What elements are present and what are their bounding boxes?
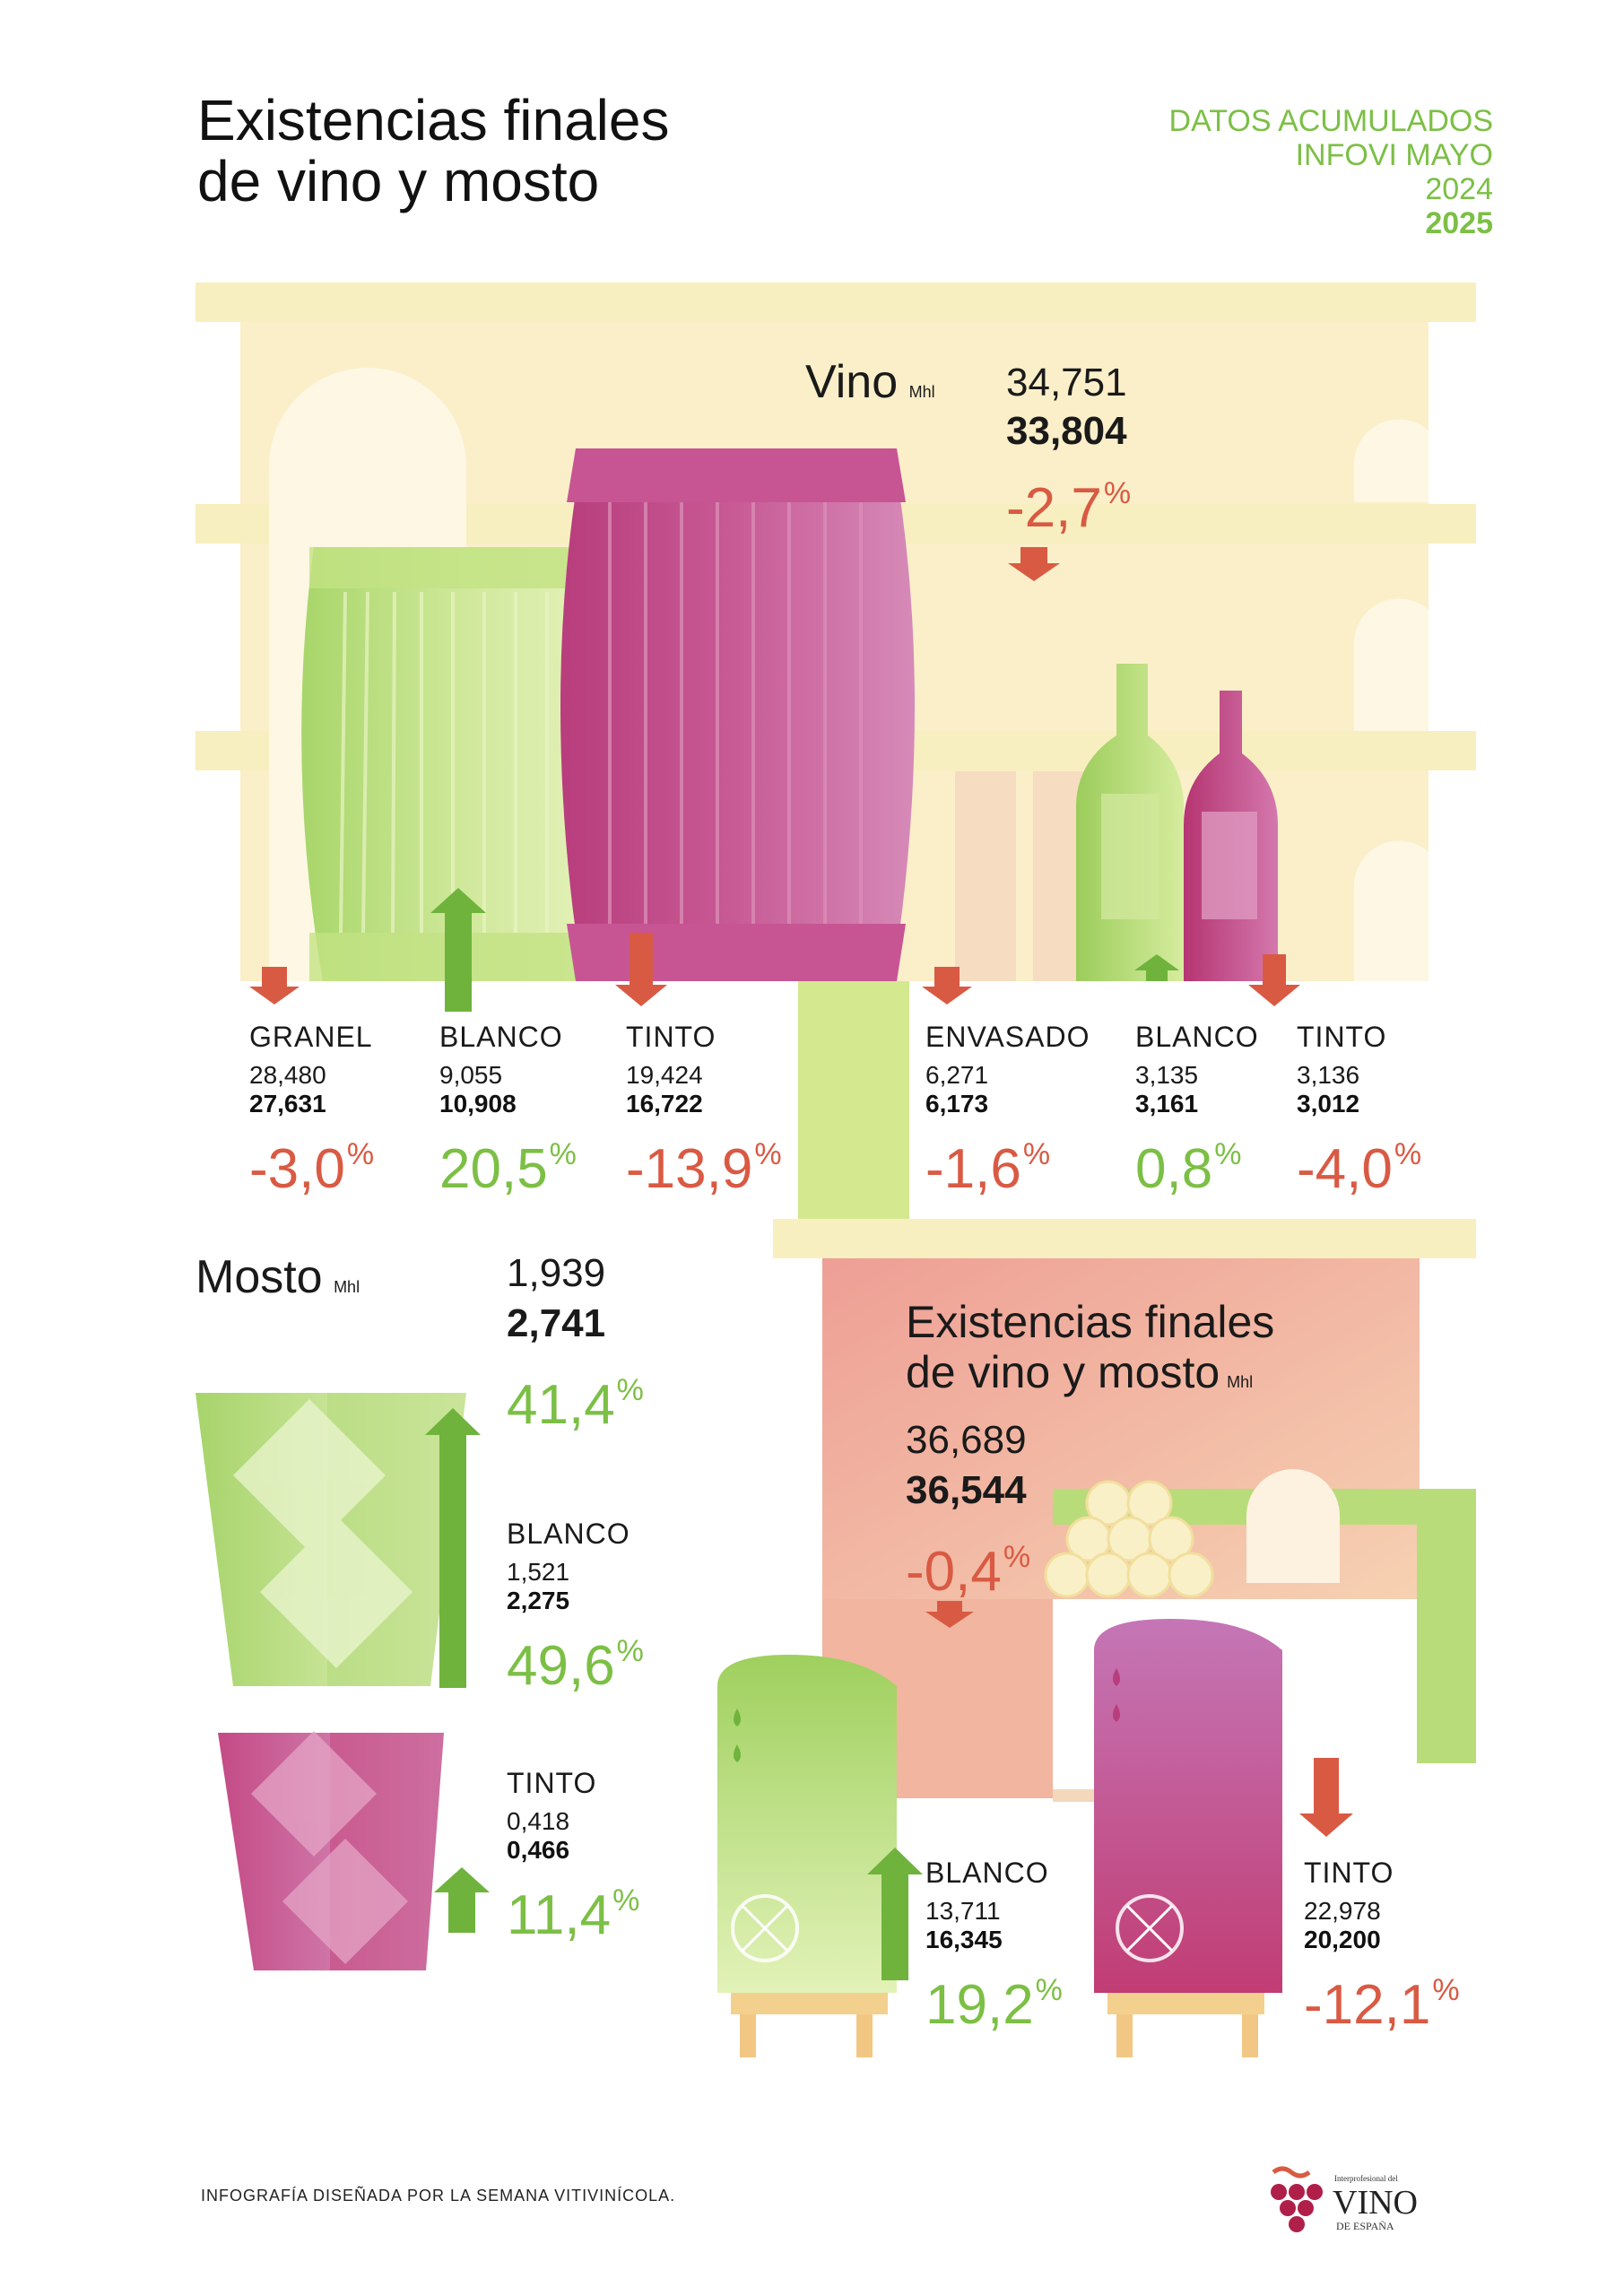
- arrow-up-icon: [425, 1408, 481, 1688]
- period-cur-year: 2025: [1425, 206, 1493, 240]
- svg-text:VINO: VINO: [1333, 2184, 1418, 2222]
- vino-de-espana-logo: Interprofesional del VINO DE ESPAÑA: [1271, 2166, 1418, 2232]
- mosto-unit: Mhl: [334, 1278, 360, 1296]
- envasado-stat: ENVASADO 6,271 6,173 -1,6%: [925, 1021, 1090, 1200]
- footer-credit: INFOGRAFÍA DISEÑADA POR LA SEMANA VITIVI…: [201, 2187, 676, 2205]
- arrow-up-icon: [434, 1867, 490, 1933]
- envasado-tinto-stat: TINTO 3,136 3,012 -4,0%: [1297, 1021, 1422, 1200]
- arrow-down-icon: [1299, 1758, 1353, 1837]
- granel-stat: GRANEL 28,480 27,631 -3,0%: [249, 1021, 375, 1200]
- vino-pct: -2,7%: [1006, 476, 1132, 539]
- total-stat: 36,689 36,544 -0,4%: [906, 1418, 1031, 1603]
- total-heading: Existencias finales de vino y mosto Mhl: [906, 1297, 1275, 1397]
- total-blanco-stat: BLANCO 13,711 16,345 19,2%: [925, 1857, 1063, 2036]
- period-label: DATOS ACUMULADOS: [1168, 104, 1493, 138]
- mosto-total-stat: 1,939 2,741 41,4%: [507, 1251, 644, 1436]
- mosto-label: Mosto: [195, 1251, 323, 1303]
- vino-label: Vino: [805, 356, 899, 408]
- arrow-down-icon: [1008, 547, 1060, 581]
- arrow-up-icon: [867, 1848, 923, 1980]
- vino-unit: Mhl: [908, 383, 935, 401]
- mosto-tinto-stat: TINTO 0,418 0,466 11,4%: [507, 1767, 640, 1946]
- arrow-up-icon: [1134, 954, 1179, 981]
- arrow-down-icon: [922, 967, 972, 1004]
- arrow-down-icon: [1248, 954, 1300, 1006]
- vino-prev: 34,751: [1006, 361, 1127, 404]
- mosto-blanco-stat: BLANCO 1,521 2,275 49,6%: [507, 1518, 644, 1697]
- total-tinto-stat: TINTO 22,978 20,200 -12,1%: [1304, 1857, 1460, 2036]
- vino-cur: 33,804: [1006, 409, 1127, 453]
- vino-total-stat: 34,751 33,804 -2,7%: [1006, 359, 1131, 543]
- mosto-heading: Mosto Mhl: [195, 1250, 360, 1304]
- vino-heading: Vino Mhl: [805, 355, 935, 409]
- svg-text:Interprofesional del: Interprofesional del: [1334, 2174, 1398, 2183]
- period-source: INFOVI MAYO: [1295, 138, 1493, 172]
- arrow-up-icon: [430, 888, 486, 1012]
- svg-text:DE ESPAÑA: DE ESPAÑA: [1336, 2220, 1394, 2232]
- granel-tinto-stat: TINTO 19,424 16,722 -13,9%: [626, 1021, 782, 1200]
- page-title: Existencias finales de vino y mosto: [197, 90, 915, 212]
- title-line-2: de vino y mosto: [197, 149, 600, 213]
- arrow-down-icon: [925, 1601, 974, 1628]
- period-prev-year: 2024: [1425, 172, 1493, 206]
- period-legend: DATOS ACUMULADOS INFOVI MAYO 2024 2025: [1169, 104, 1493, 240]
- arrow-down-icon: [615, 933, 667, 1006]
- arrow-down-icon: [249, 967, 300, 1004]
- envasado-blanco-stat: BLANCO 3,135 3,161 0,8%: [1135, 1021, 1259, 1200]
- title-line-1: Existencias finales: [197, 88, 670, 152]
- granel-blanco-stat: BLANCO 9,055 10,908 20,5%: [439, 1021, 577, 1200]
